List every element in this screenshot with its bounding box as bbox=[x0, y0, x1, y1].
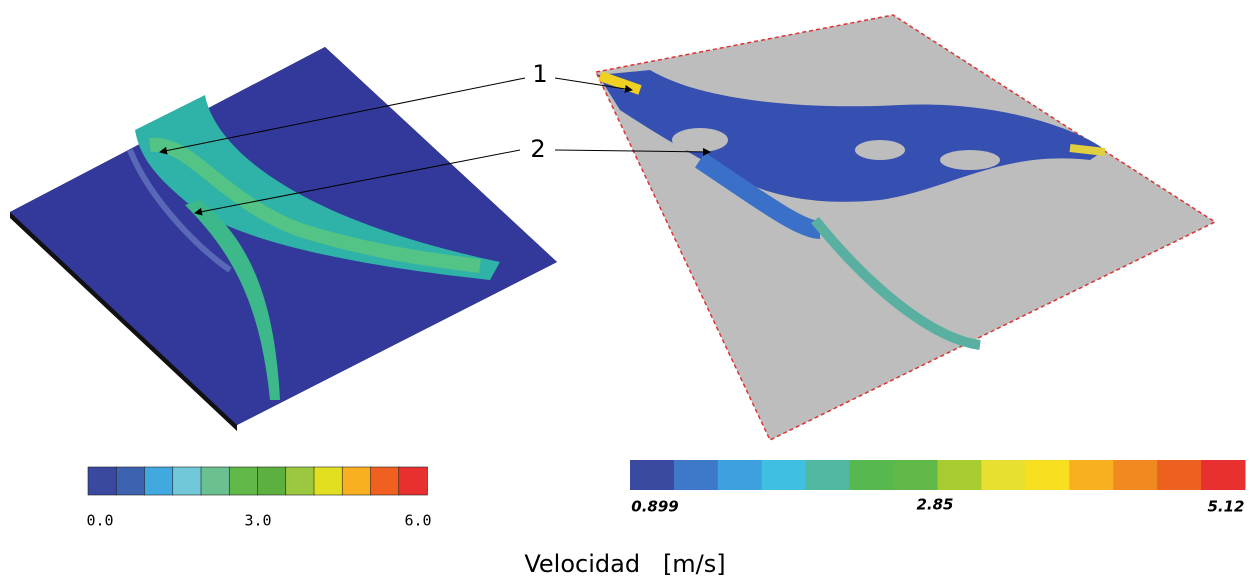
colorbar-swatch bbox=[173, 467, 202, 495]
colorbar-label: 0.899 bbox=[631, 498, 678, 516]
colorbar-swatch bbox=[894, 460, 938, 490]
colorbar-swatch bbox=[258, 467, 287, 495]
colorbar-swatch bbox=[1201, 460, 1245, 490]
colorbar-swatch bbox=[981, 460, 1025, 490]
colorbar-swatch bbox=[806, 460, 850, 490]
colorbar-swatch bbox=[1113, 460, 1157, 490]
right-colorbar bbox=[630, 460, 1246, 490]
colorbar-label: 0.0 bbox=[86, 512, 113, 530]
colorbar-swatch bbox=[718, 460, 762, 490]
colorbar-swatch bbox=[201, 467, 230, 495]
left-colorbar bbox=[88, 467, 428, 495]
right-model bbox=[596, 15, 1215, 440]
callout-label: 1 bbox=[532, 60, 547, 88]
colorbar-label: 5.12 bbox=[1207, 498, 1244, 516]
colorbar-swatch bbox=[116, 467, 145, 495]
colorbar-swatch bbox=[762, 460, 806, 490]
colorbar-swatch bbox=[145, 467, 174, 495]
colorbar-swatch bbox=[314, 467, 343, 495]
colorbar-label: 3.0 bbox=[244, 512, 271, 530]
left-model bbox=[10, 47, 557, 431]
colorbar-swatch bbox=[229, 467, 258, 495]
colorbar-swatch bbox=[1025, 460, 1069, 490]
colorbar-swatch bbox=[399, 467, 428, 495]
colorbar-swatch bbox=[630, 460, 674, 490]
colorbar-swatch bbox=[674, 460, 718, 490]
colorbar-swatch bbox=[371, 467, 400, 495]
caption: Velocidad [m/s] bbox=[524, 550, 725, 578]
colorbar-swatch bbox=[850, 460, 894, 490]
colorbar-swatch bbox=[286, 467, 315, 495]
colorbar-swatch bbox=[938, 460, 982, 490]
colorbar-swatch bbox=[88, 467, 117, 495]
colorbar-label: 6.0 bbox=[404, 512, 431, 530]
colorbar-swatch bbox=[1157, 460, 1201, 490]
colorbar-label: 2.85 bbox=[916, 496, 953, 514]
figure: 1 2 0.0 3.0 6.0 0.899 2.85 5.12 Velocida… bbox=[0, 0, 1250, 584]
callout-label: 2 bbox=[530, 135, 545, 163]
colorbar-swatch bbox=[342, 467, 371, 495]
colorbar-swatch bbox=[1069, 460, 1113, 490]
